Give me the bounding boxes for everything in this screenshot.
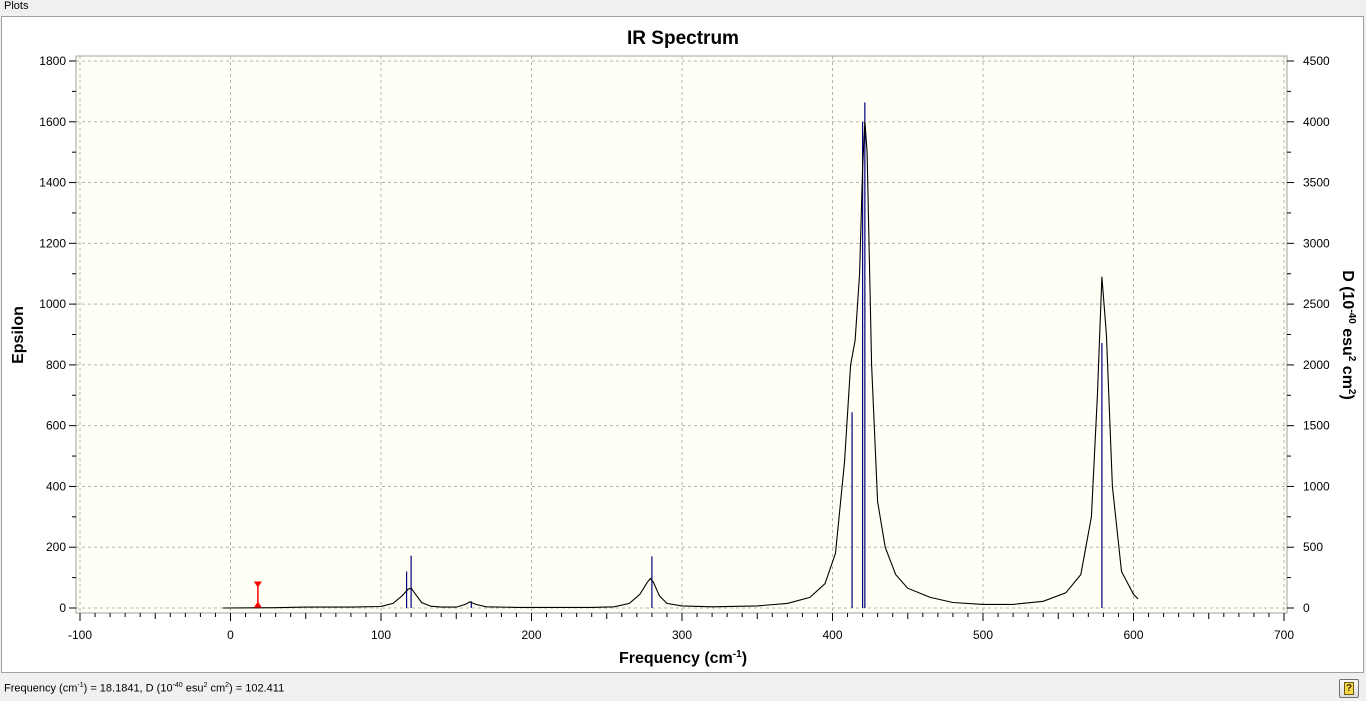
y2-tick-label: 3000 — [1303, 236, 1330, 250]
x-axis-label: Frequency (cm-1) — [619, 649, 747, 667]
x-axis-ticks: -100 0 100 200 300 400 500 600 700 — [68, 613, 1294, 642]
x-tick-label: -100 — [68, 628, 92, 642]
help-icon: ? — [1344, 682, 1354, 695]
x-tick-label: 0 — [227, 628, 234, 642]
plot-panel: 0 200 400 600 800 1000 1200 1400 1600 1800 0 500 10… — [1, 16, 1364, 673]
stick-spectrum — [405, 102, 1103, 608]
y2-tick-label: 0 — [1303, 601, 1310, 615]
chart-title: IR Spectrum — [627, 28, 739, 49]
marker-top-arrow — [253, 581, 262, 588]
y-tick-label: 400 — [46, 479, 66, 493]
marker-bottom-arrow — [253, 601, 262, 608]
y-tick-label: 0 — [59, 601, 66, 615]
y2-tick-label: 2000 — [1303, 358, 1330, 372]
y-tick-label: 1600 — [39, 115, 66, 129]
y-tick-label: 1200 — [39, 236, 66, 250]
y-tick-label: 1800 — [39, 54, 66, 68]
x-tick-label: 200 — [521, 628, 541, 642]
y2-tick-label: 4000 — [1303, 115, 1330, 129]
grid-lines — [76, 56, 1287, 613]
x-tick-label: 700 — [1274, 628, 1294, 642]
x-tick-label: 100 — [371, 628, 391, 642]
frequency-marker[interactable] — [253, 581, 262, 608]
y-tick-label: 200 — [46, 540, 66, 554]
y-tick-label: 800 — [46, 358, 66, 372]
right-y-axis-label: D (10-40 esu2 cm2) — [1339, 270, 1357, 400]
y2-tick-label: 3500 — [1303, 176, 1330, 190]
x-tick-label: 500 — [973, 628, 993, 642]
left-y-axis-ticks: 0 200 400 600 800 1000 1200 1400 1600 1800 — [39, 54, 76, 615]
window-title-bar: Plots — [0, 0, 1366, 15]
right-y-axis-ticks: 0 500 1000 1500 2000 2500 3000 3500 4000 4500 — [1287, 54, 1330, 615]
x-tick-label: 300 — [672, 628, 692, 642]
y-tick-label: 1400 — [39, 176, 66, 190]
x-tick-label: 600 — [1123, 628, 1143, 642]
spectrum-curve — [222, 121, 1139, 609]
window-title: Plots — [4, 0, 29, 12]
y2-tick-label: 1000 — [1303, 479, 1330, 493]
x-tick-label: 400 — [822, 628, 842, 642]
help-button[interactable]: ? — [1339, 679, 1359, 698]
y2-tick-label: 4500 — [1303, 54, 1330, 68]
y2-tick-label: 1500 — [1303, 419, 1330, 433]
status-bar: Frequency (cm-1) = 18.1841, D (10-40 esu… — [0, 676, 1366, 701]
status-readout: Frequency (cm-1) = 18.1841, D (10-40 esu… — [4, 682, 285, 695]
y-tick-label: 1000 — [39, 297, 66, 311]
y-axis-label: Epsilon — [10, 306, 27, 364]
y2-tick-label: 2500 — [1303, 297, 1330, 311]
y2-tick-label: 500 — [1303, 540, 1323, 554]
y-tick-label: 600 — [46, 419, 66, 433]
